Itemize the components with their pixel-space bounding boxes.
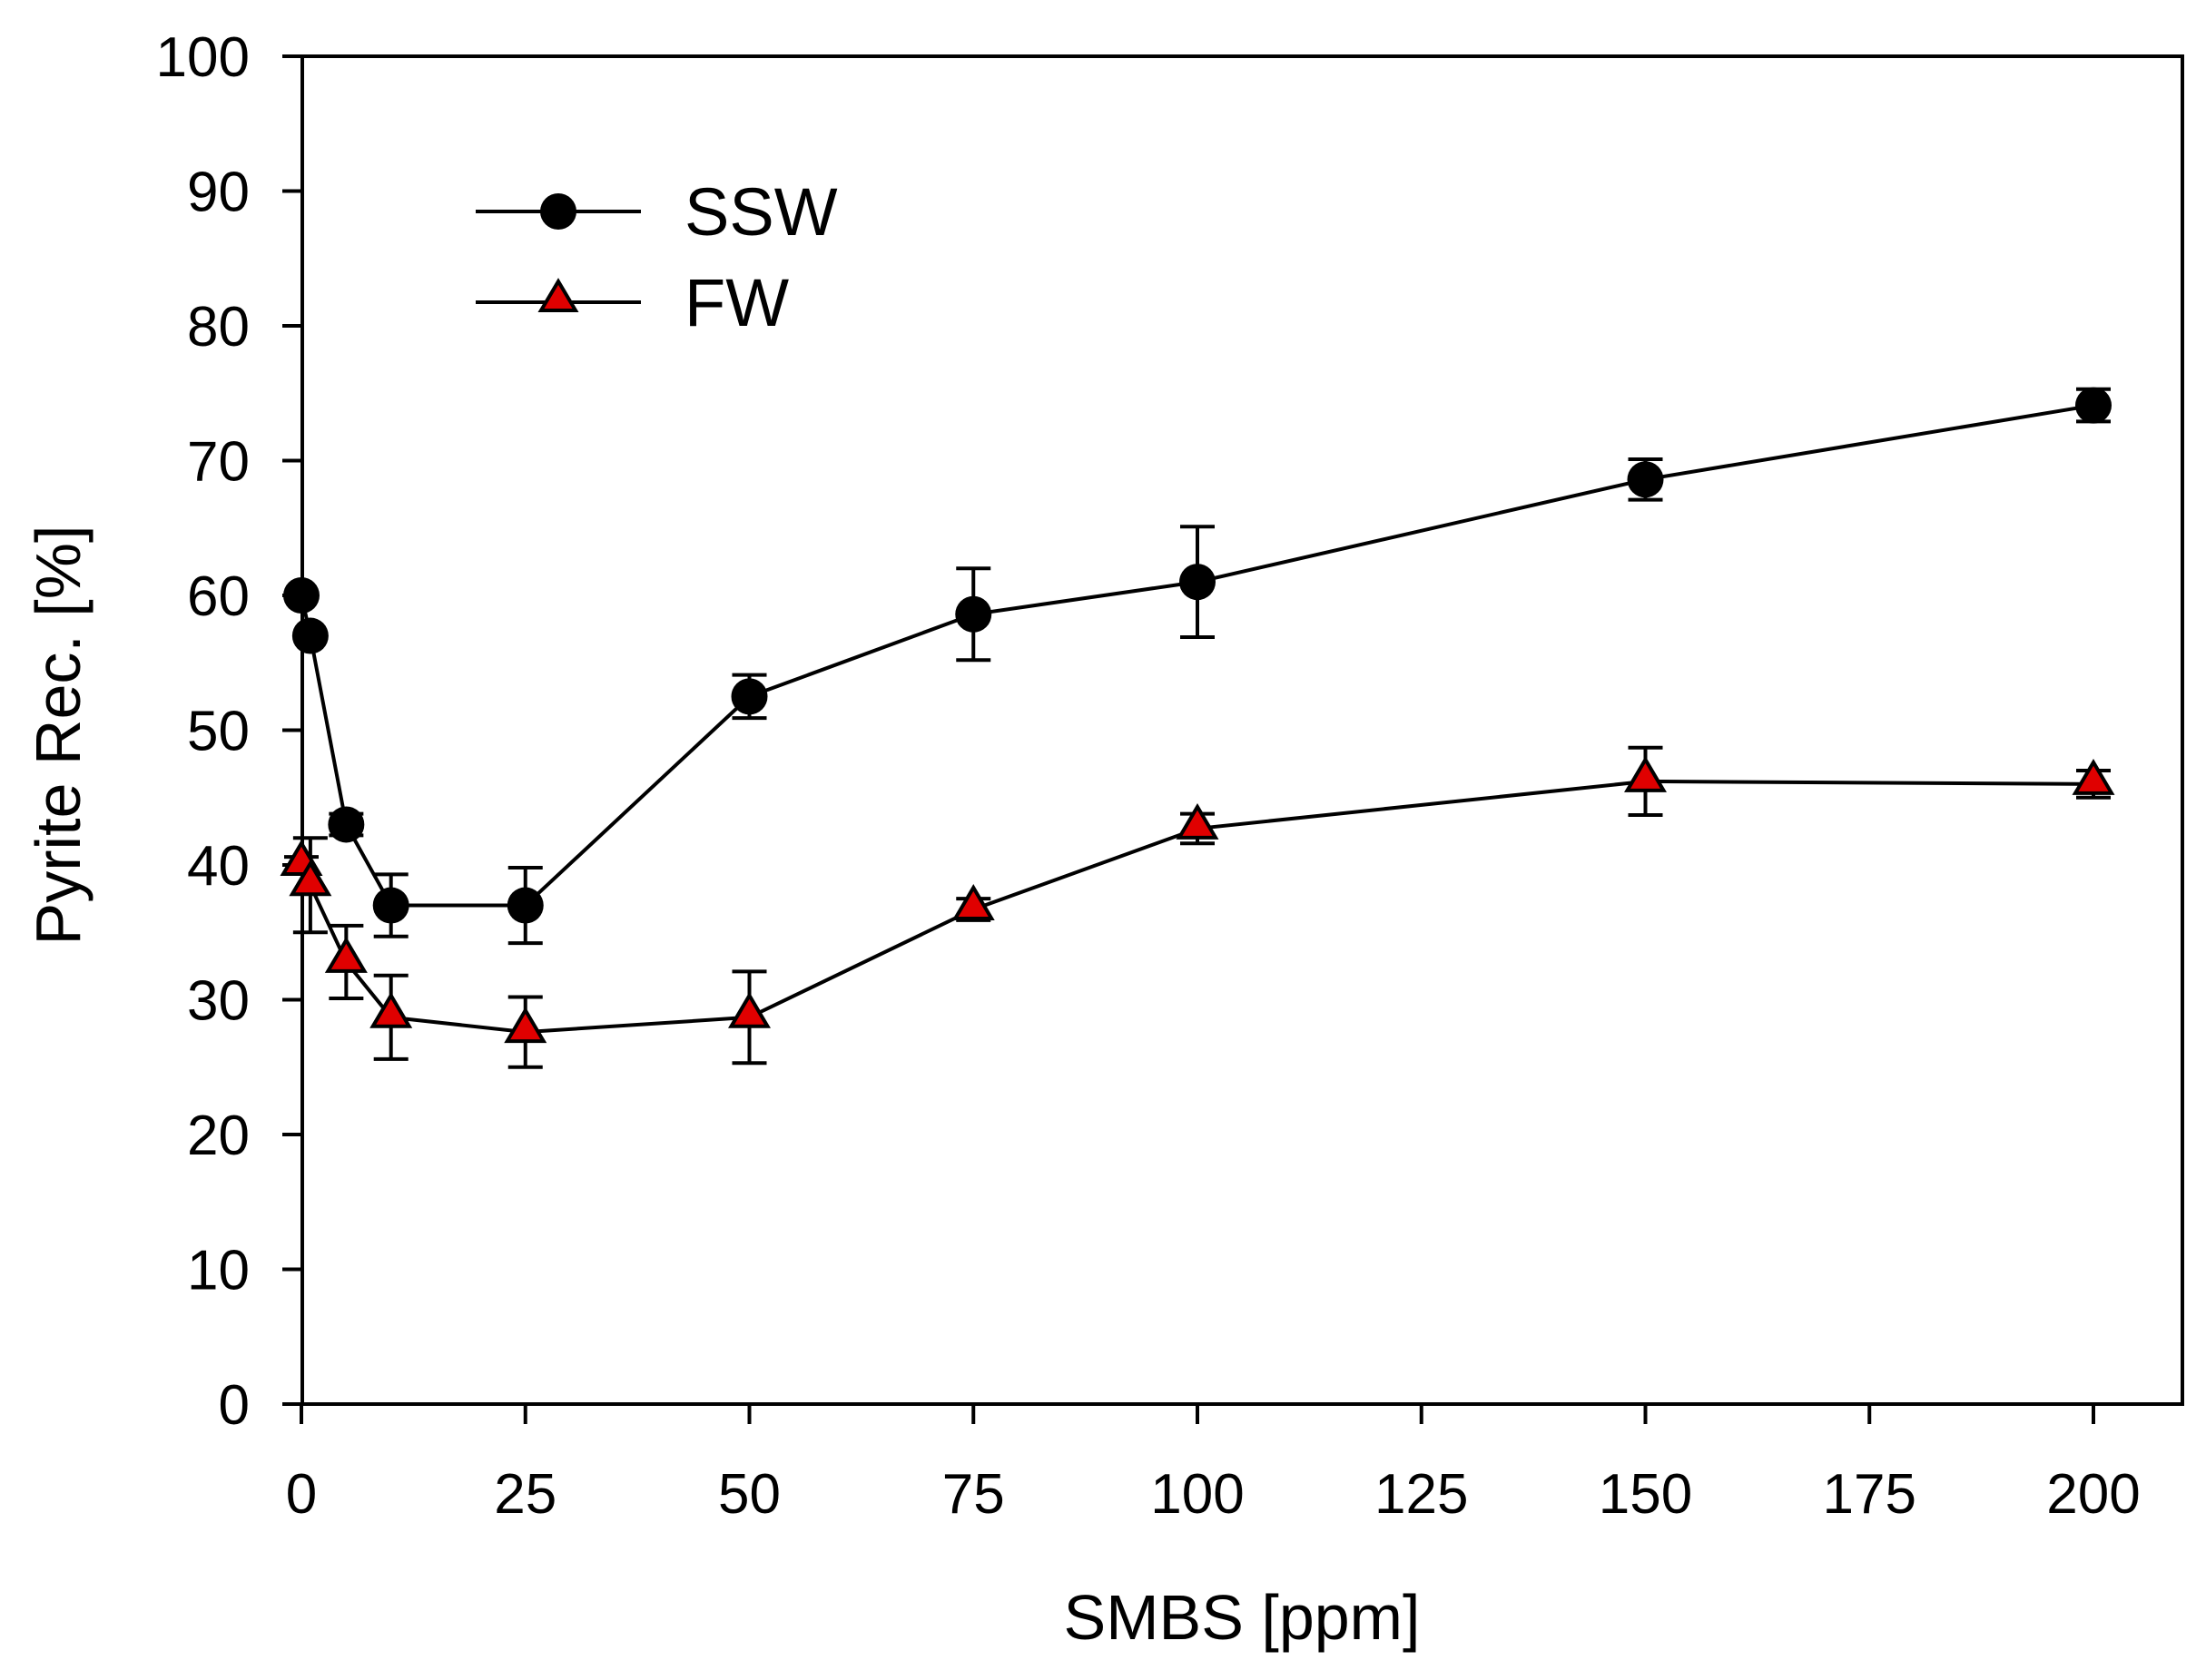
- data-point-ssw: [283, 577, 320, 614]
- x-tick-label: 50: [718, 1463, 781, 1526]
- data-point-ssw: [507, 887, 544, 924]
- data-point-fw: [1624, 755, 1667, 792]
- series-line-fw: [300, 779, 2094, 1035]
- y-axis: 0 10 20 30 40 50 60 70 80 90 100: [156, 26, 302, 1437]
- x-axis: 0 25 50 75 100 125 150 175 200: [286, 1404, 2141, 1526]
- data-point-fw: [324, 936, 368, 973]
- y-tick-label: 100: [156, 26, 250, 89]
- data-point-fw: [1176, 802, 1219, 840]
- data-point-fw: [2072, 758, 2115, 795]
- x-tick-label: 175: [1823, 1463, 1916, 1526]
- legend-label-ssw: SSW: [684, 174, 838, 250]
- data-point-fw: [504, 1007, 547, 1044]
- x-tick-label: 200: [2046, 1463, 2140, 1526]
- y-tick-label: 20: [187, 1105, 250, 1167]
- y-tick-label: 80: [187, 296, 250, 359]
- data-point-ssw: [372, 887, 409, 924]
- series-ssw: [283, 387, 2112, 946]
- y-tick-label: 10: [187, 1240, 250, 1302]
- data-point-ssw: [955, 595, 992, 633]
- series-fw: [280, 745, 2115, 1069]
- data-point-fw: [289, 860, 332, 897]
- y-tick-label: 70: [187, 431, 250, 494]
- legend: SSW FW: [476, 174, 838, 340]
- y-tick-label: 90: [187, 162, 250, 224]
- x-tick-label: 0: [286, 1463, 317, 1526]
- legend-marker-ssw: [540, 193, 576, 230]
- data-point-ssw: [1627, 461, 1664, 498]
- x-tick-label: 125: [1374, 1463, 1468, 1526]
- data-point-fw: [951, 884, 995, 921]
- legend-label-fw: FW: [684, 265, 789, 340]
- x-axis-title: SMBS [ppm]: [1064, 1582, 1421, 1653]
- y-tick-label: 30: [187, 970, 250, 1033]
- x-tick-label: 150: [1599, 1463, 1692, 1526]
- x-tick-label: 100: [1150, 1463, 1244, 1526]
- data-point-ssw: [328, 806, 365, 843]
- data-point-ssw: [731, 678, 768, 715]
- y-tick-label: 40: [187, 835, 250, 898]
- legend-marker-fw: [537, 278, 579, 312]
- x-tick-label: 75: [942, 1463, 1005, 1526]
- y-tick-label: 50: [187, 701, 250, 763]
- data-point-ssw: [2075, 387, 2112, 424]
- data-point-ssw: [291, 617, 329, 654]
- y-tick-label: 60: [187, 565, 250, 628]
- y-axis-title: Pyrite Rec. [%]: [23, 526, 94, 946]
- series-layer: [280, 387, 2115, 1069]
- x-tick-label: 25: [494, 1463, 556, 1526]
- data-point-fw: [728, 991, 771, 1028]
- data-point-fw: [369, 991, 413, 1028]
- series-line-ssw: [300, 403, 2094, 908]
- data-point-ssw: [1179, 564, 1216, 601]
- y-tick-label: 0: [219, 1374, 250, 1437]
